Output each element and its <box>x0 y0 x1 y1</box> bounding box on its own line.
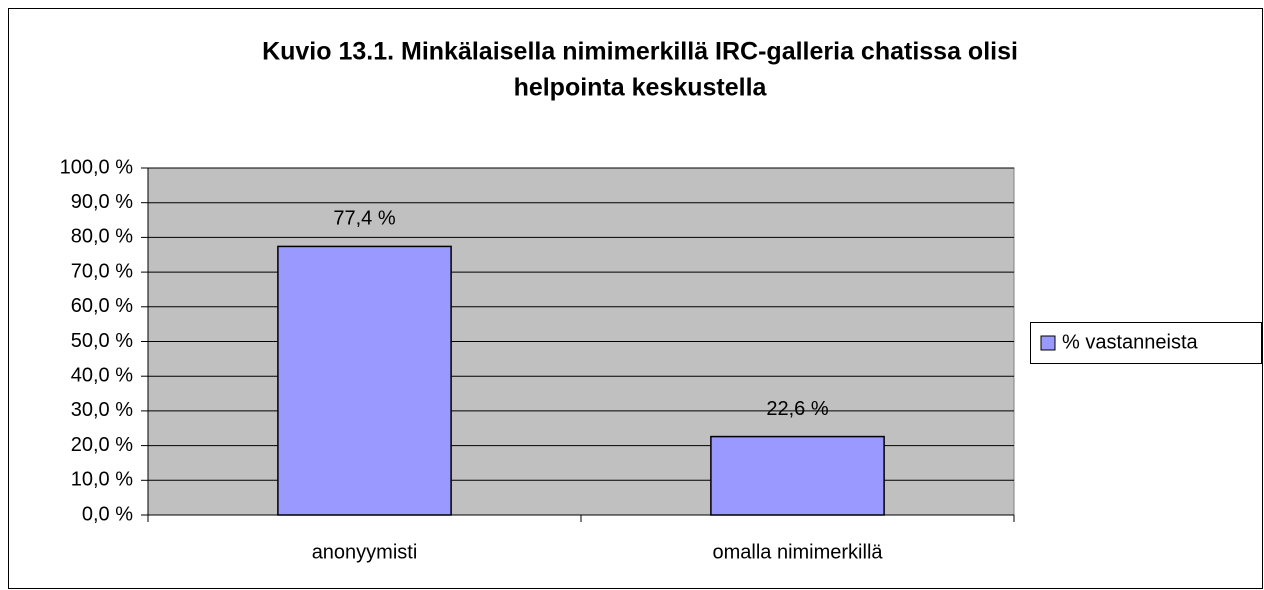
bar <box>710 435 885 516</box>
y-tick-label: 90,0 % <box>71 191 133 213</box>
data-label: 22,6 % <box>766 398 828 420</box>
y-tick-label: 70,0 % <box>71 260 133 282</box>
legend-box <box>1030 322 1262 364</box>
bar <box>277 245 452 516</box>
y-tick-label: 40,0 % <box>71 364 133 386</box>
x-tick-label: omalla nimimerkillä <box>712 541 883 563</box>
x-tick-label: anonyymisti <box>312 541 418 563</box>
data-label: 77,4 % <box>333 208 395 230</box>
y-tick-label: 60,0 % <box>71 295 133 317</box>
chart-title: helpointa keskustella <box>514 74 768 102</box>
y-tick-label: 50,0 % <box>71 330 133 352</box>
legend-swatch <box>1040 335 1056 351</box>
chart-title: Kuvio 13.1. Minkälaisella nimimerkillä I… <box>262 38 1018 66</box>
legend-label: % vastanneista <box>1062 331 1199 353</box>
y-tick-label: 100,0 % <box>60 156 134 178</box>
y-tick-label: 20,0 % <box>71 434 133 456</box>
y-tick-label: 30,0 % <box>71 399 133 421</box>
y-tick-label: 80,0 % <box>71 226 133 248</box>
y-tick-label: 0,0 % <box>82 503 133 525</box>
y-tick-label: 10,0 % <box>71 469 133 491</box>
